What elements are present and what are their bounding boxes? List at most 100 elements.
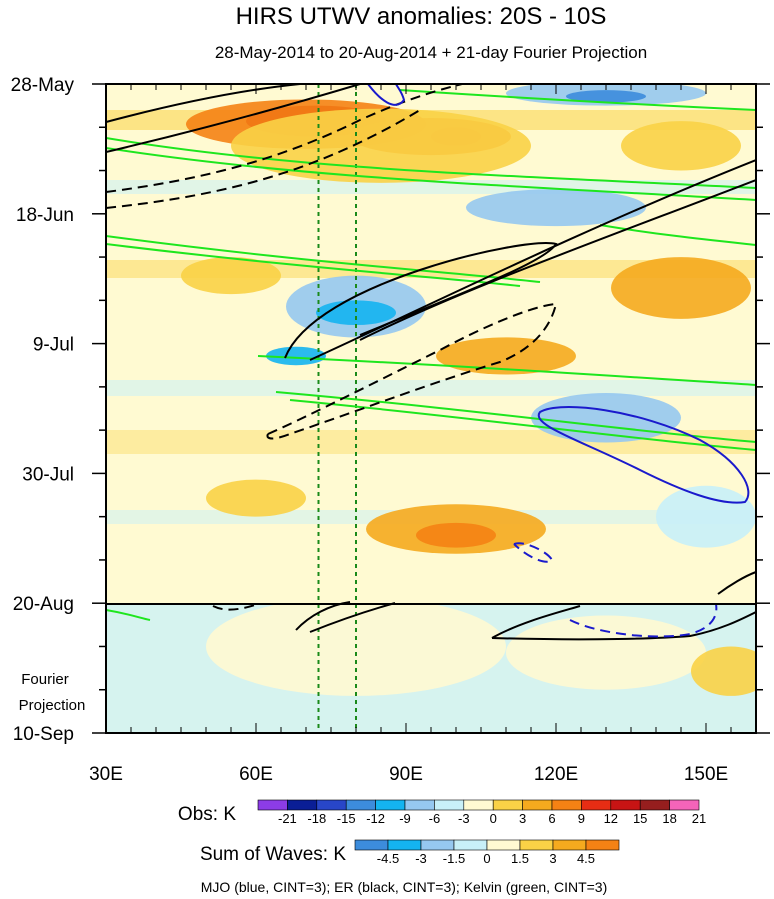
anomaly-patch <box>206 479 306 517</box>
er-contour <box>106 84 361 153</box>
er-contour <box>284 242 558 359</box>
x-tick-label: 120E <box>534 764 578 785</box>
x-tick-label: 30E <box>89 764 123 785</box>
er-contour <box>106 84 301 123</box>
colorbar-label: -1.5 <box>443 851 465 866</box>
colorbar-label: -12 <box>366 811 385 826</box>
er-negative-contour <box>266 302 558 440</box>
colorbar-box <box>492 799 523 811</box>
colorbar-label: 18 <box>662 811 676 826</box>
colorbar-label: -21 <box>278 811 297 826</box>
colorbar-label: 6 <box>548 811 555 826</box>
colorbar-box <box>552 839 587 851</box>
colorbar-label: 12 <box>604 811 618 826</box>
colorbar-label: 0 <box>483 851 490 866</box>
wave-legend-title: Sum of Waves: K <box>200 844 346 865</box>
anomaly-patch <box>416 522 496 548</box>
colorbar-label: 21 <box>692 811 706 826</box>
colorbar-box <box>345 799 376 811</box>
colorbar-box <box>522 799 553 811</box>
colorbar-box <box>434 799 465 811</box>
colorbar-box <box>486 839 521 851</box>
colorbar-label: -3 <box>458 811 470 826</box>
er-contours <box>106 84 756 641</box>
colorbar-label: -4.5 <box>377 851 399 866</box>
er-negative-contour <box>106 84 463 193</box>
colorbar-label: 4.5 <box>577 851 595 866</box>
colorbar-label: 15 <box>633 811 647 826</box>
fourier-label-line1: Fourier <box>21 671 69 688</box>
kelvin-contour <box>106 147 756 201</box>
er-contour <box>309 602 396 633</box>
colorbar-label: 9 <box>578 811 585 826</box>
anomaly-patch <box>181 257 281 295</box>
anomaly-patch <box>611 257 751 319</box>
colorbar-label: -18 <box>307 811 326 826</box>
er-contour <box>309 159 756 361</box>
mjo-contours <box>367 84 750 504</box>
colorbar-label: 3 <box>519 811 526 826</box>
obs-legend: -21 -18 -15 -12 -9 -6 -3 0 3 6 9 12 15 18 21 <box>257 799 706 826</box>
x-tick-label: 60E <box>239 764 273 785</box>
er-contour <box>717 571 756 595</box>
colorbar-box <box>404 799 435 811</box>
y-tick-label: 10-Sep <box>13 724 74 745</box>
anomaly-patch <box>466 189 646 227</box>
kelvin-contour <box>257 355 756 386</box>
fourier-label-line2: Projection <box>19 697 86 714</box>
mjo-contour <box>367 84 406 106</box>
colorbar-box <box>519 839 554 851</box>
kelvin-contour <box>399 89 756 111</box>
plot-area <box>106 84 756 733</box>
er-negative-contour <box>212 603 259 611</box>
colorbar-box <box>287 799 318 811</box>
y-tick-label: 30-Jul <box>22 464 74 485</box>
colorbar-box <box>257 799 288 811</box>
x-tick-label: 90E <box>389 764 423 785</box>
kelvin-contour <box>106 137 756 189</box>
chart-title: HIRS UTWV anomalies: 20S - 10S <box>236 3 607 30</box>
colorbar-box <box>669 799 700 811</box>
er-contour <box>491 605 756 641</box>
anomaly-patch <box>566 90 646 103</box>
colorbar-label: 0 <box>490 811 497 826</box>
anomaly-patch <box>436 337 576 375</box>
x-axis: 30E 60E 90E 120E 150E <box>89 84 732 785</box>
wave-legend: -4.5 -3 -1.5 0 1.5 3 4.5 <box>354 839 620 866</box>
colorbar-box <box>639 799 670 811</box>
mjo-negative-contours <box>513 542 718 638</box>
colorbar-box <box>463 799 494 811</box>
anomaly-patch <box>506 615 706 690</box>
obs-legend-title: Obs: K <box>178 804 236 825</box>
chart-subtitle: 28-May-2014 to 20-Aug-2014 + 21-day Four… <box>215 43 647 62</box>
colorbar-label: -9 <box>399 811 411 826</box>
y-tick-label: 20-Aug <box>13 594 74 615</box>
mjo-contour <box>537 406 750 504</box>
anomaly-patch <box>656 485 756 548</box>
colorbar-box <box>316 799 347 811</box>
kelvin-contour <box>275 391 756 443</box>
anomaly-patch <box>621 121 741 171</box>
colorbar-box <box>551 799 582 811</box>
colorbar-label: -6 <box>429 811 441 826</box>
er-contour <box>295 601 351 631</box>
colorbar-label: 3 <box>549 851 556 866</box>
x-tick-label: 150E <box>684 764 728 785</box>
anomaly-patch <box>231 108 531 183</box>
colorbar-box <box>610 799 641 811</box>
colorbar-box <box>420 839 455 851</box>
y-axis: 28-May 18-Jun 9-Jul 30-Jul 20-Aug 10-Sep <box>11 75 770 745</box>
colorbar-box <box>585 839 620 851</box>
wave-caption: MJO (blue, CINT=3); ER (black, CINT=3); … <box>201 879 608 895</box>
er-negative-contour <box>106 109 421 209</box>
colorbar-box <box>581 799 612 811</box>
colorbar-box <box>453 839 488 851</box>
colorbar-label: 1.5 <box>511 851 529 866</box>
colorbar-box <box>387 839 422 851</box>
er-contour <box>359 179 756 341</box>
colorbar-label: -3 <box>415 851 427 866</box>
y-tick-label: 28-May <box>11 75 75 96</box>
y-tick-label: 18-Jun <box>16 205 74 226</box>
mjo-negative-contour <box>513 542 554 563</box>
